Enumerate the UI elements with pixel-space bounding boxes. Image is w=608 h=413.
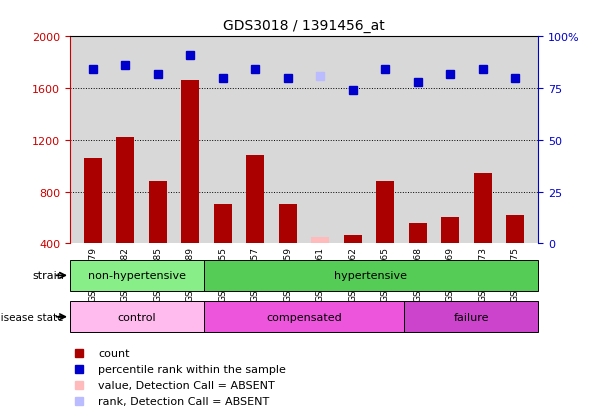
Bar [149, 182, 167, 244]
Text: value, Detection Call = ABSENT: value, Detection Call = ABSENT [98, 380, 275, 390]
Bar [204, 260, 538, 291]
Bar [116, 138, 134, 244]
Bar [474, 174, 492, 244]
Bar [181, 81, 199, 244]
Bar [214, 205, 232, 244]
Bar [404, 301, 538, 332]
Bar [376, 182, 394, 244]
Text: control: control [117, 312, 156, 322]
Bar [70, 301, 204, 332]
Text: rank, Detection Call = ABSENT: rank, Detection Call = ABSENT [98, 396, 269, 406]
Text: compensated: compensated [266, 312, 342, 322]
Bar [279, 205, 297, 244]
Text: count: count [98, 348, 130, 358]
Text: failure: failure [454, 312, 489, 322]
Bar [84, 159, 102, 244]
Bar [70, 260, 204, 291]
Text: strain: strain [32, 271, 64, 281]
Text: disease state: disease state [0, 312, 64, 322]
Text: hypertensive: hypertensive [334, 271, 407, 281]
Bar [344, 236, 362, 244]
Bar [311, 237, 329, 244]
Text: GDS3018 / 1391456_at: GDS3018 / 1391456_at [223, 19, 385, 33]
Text: percentile rank within the sample: percentile rank within the sample [98, 364, 286, 374]
Bar [246, 156, 264, 244]
Text: non-hypertensive: non-hypertensive [88, 271, 186, 281]
Bar [204, 301, 404, 332]
Bar [506, 215, 524, 244]
Bar [441, 218, 459, 244]
Bar [409, 223, 427, 244]
